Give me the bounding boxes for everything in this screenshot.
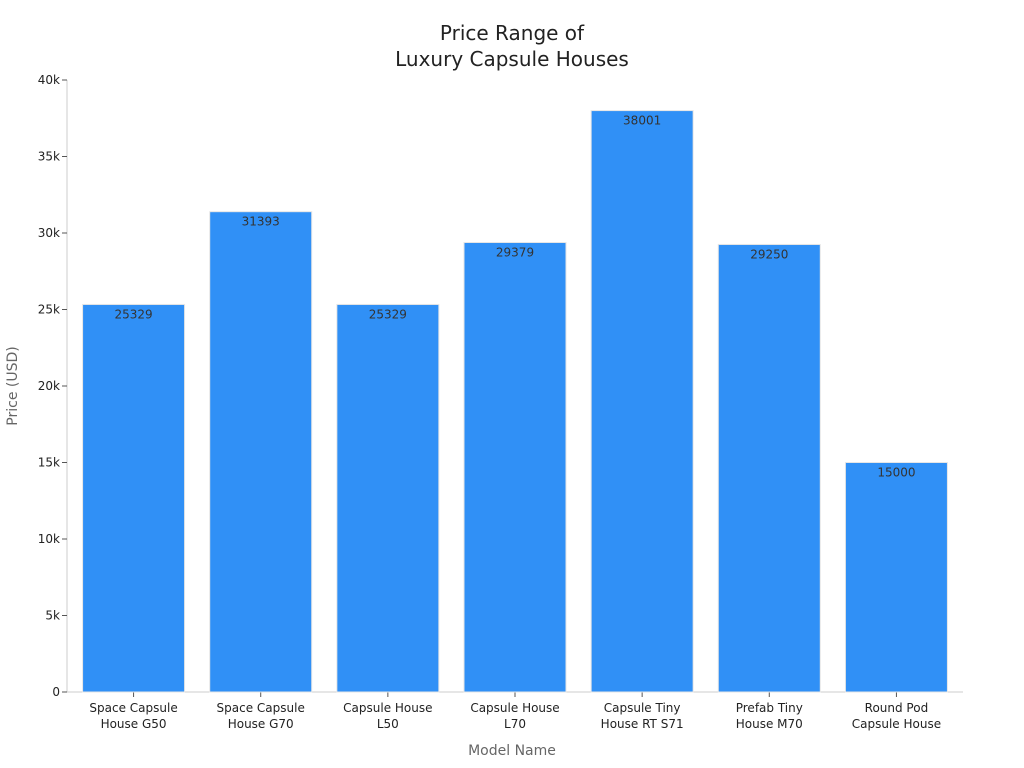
x-tick-label-line: House G50 (101, 717, 167, 731)
bar-value-label: 38001 (623, 114, 661, 128)
x-tick-label: Capsule House L50 (343, 701, 432, 731)
x-tick-label-line: Capsule House (343, 701, 432, 715)
y-axis: 0 5k 10k 15k 20k 25k 30k 35k 40k (38, 73, 68, 699)
x-tick-label-line: Prefab Tiny (736, 701, 803, 715)
x-tick-label: Prefab Tiny House M70 (736, 701, 803, 731)
x-axis: Space Capsule House G50 Space Capsule House… (67, 691, 963, 731)
x-tick-label-line: L50 (377, 717, 399, 731)
bar (209, 211, 313, 693)
bar-value-label: 15000 (877, 466, 915, 480)
bar-value-label: 25329 (114, 307, 152, 321)
bars-group: 25329 31393 25329 29379 38001 29250 15000 (82, 110, 948, 693)
x-tick-label: Space Capsule House G50 (89, 701, 177, 731)
x-tick-label-line: House G70 (228, 717, 294, 731)
x-axis-label: Model Name (468, 743, 556, 759)
x-tick-label-line: Space Capsule (217, 701, 305, 715)
bar (844, 462, 948, 693)
chart-title-line-2: Luxury Capsule Houses (395, 47, 629, 71)
bar-value-label: 25329 (369, 307, 407, 321)
y-tick-label: 40k (38, 73, 60, 87)
y-tick-label: 10k (38, 532, 60, 546)
y-tick-label: 0 (52, 685, 60, 699)
x-tick-label-line: Capsule House (852, 717, 941, 731)
x-tick-label-line: House M70 (736, 717, 803, 731)
x-tick-label-line: Round Pod (865, 701, 929, 715)
x-tick-label: Space Capsule House G70 (217, 701, 305, 731)
x-tick-label-line: Space Capsule (89, 701, 177, 715)
x-tick-label-line: L70 (504, 717, 526, 731)
x-tick-label: Round Pod Capsule House (852, 701, 941, 731)
bar (336, 303, 440, 693)
y-tick-label: 20k (38, 379, 60, 393)
chart-title-line-1: Price Range of (440, 21, 585, 45)
x-tick-label: Capsule Tiny House RT S71 (601, 701, 684, 731)
y-tick-label: 5k (45, 609, 60, 623)
bar (82, 303, 186, 693)
x-tick-label-line: Capsule House (470, 701, 559, 715)
bar (463, 242, 567, 693)
x-tick-label: Capsule House L70 (470, 701, 559, 731)
x-tick-label-line: House RT S71 (601, 717, 684, 731)
y-tick-label: 25k (38, 303, 60, 317)
bar (717, 243, 821, 693)
x-tick-label-line: Capsule Tiny (604, 701, 681, 715)
bar (590, 110, 694, 693)
y-tick-label: 15k (38, 456, 60, 470)
bar-value-label: 29250 (750, 247, 788, 261)
bar-value-label: 31393 (242, 215, 280, 229)
bar-value-label: 29379 (496, 246, 534, 260)
y-axis-label: Price (USD) (5, 346, 21, 425)
y-tick-label: 30k (38, 226, 60, 240)
y-tick-label: 35k (38, 150, 60, 164)
